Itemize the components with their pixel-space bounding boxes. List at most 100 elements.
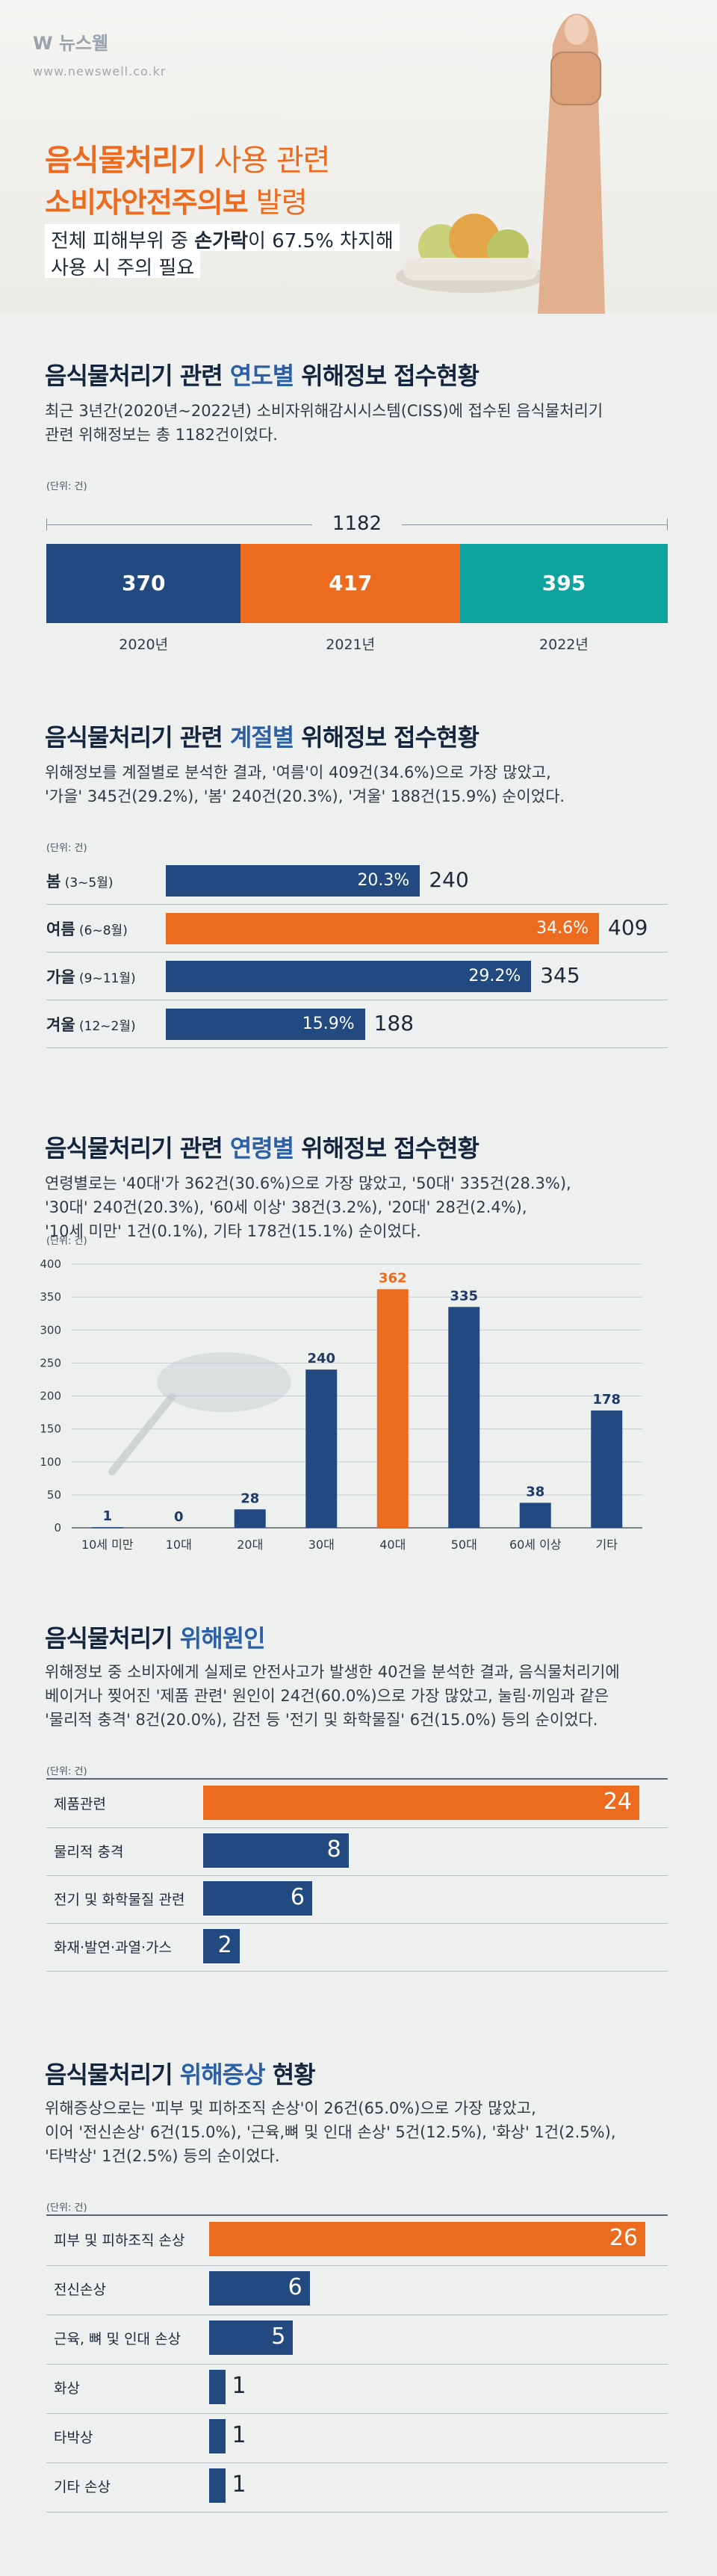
season-name: 여름 <box>46 920 75 938</box>
season-bar-value: 240 <box>429 867 469 892</box>
age-unit: (단위: 건) <box>46 1236 87 1247</box>
symptom-bar-value: 6 <box>288 2274 302 2300</box>
symptom-bar-value: 1 <box>232 2471 246 2498</box>
age-category-label: 60세 이상 <box>509 1538 562 1552</box>
cause-bar-value: 8 <box>326 1836 341 1863</box>
symptom-chart: 피부 및 피하조직 손상 26 전신손상 6 근육, 뼈 및 인대 손상 5 화상 1 타박상 1… <box>0 2214 717 2528</box>
age-bar-value: 28 <box>240 1490 259 1506</box>
cause-bar-value: 6 <box>290 1884 305 1910</box>
yearly-year-label: 2021년 <box>326 637 376 653</box>
symptom-row-label: 기타 손상 <box>54 2479 111 2495</box>
total-label: 1182 <box>312 513 402 535</box>
season-row-label: 봄 (3~5월) <box>46 870 114 892</box>
age-bar <box>376 1289 409 1528</box>
season-name: 가을 <box>46 968 75 986</box>
symptom-description: 위해증상으로는 '피부 및 피하조직 손상'이 26건(65.0%)으로 가장 … <box>45 2099 616 2165</box>
season-description: 위해정보를 계절별로 분석한 결과, '여름'이 409건(34.6%)으로 가… <box>45 764 565 805</box>
yearly-bar-value: 370 <box>121 571 166 595</box>
cause-row-divider <box>46 1827 668 1828</box>
subtitle-line1: 전체 피해부위 중 손가락이 67.5% 차지해 <box>45 224 400 253</box>
page-title-line2: 소비자안전주의보 발령 <box>45 186 308 219</box>
y-tick-label: 50 <box>47 1488 61 1502</box>
symptom-bar <box>209 2320 294 2355</box>
yearly-year-label: 2020년 <box>119 637 169 653</box>
cause-row-label: 제품관련 <box>54 1796 106 1812</box>
fruit-bowl-illustration <box>396 214 545 293</box>
age-category-label: 20대 <box>237 1538 263 1552</box>
y-tick-label: 100 <box>40 1455 61 1469</box>
season-name: 봄 <box>46 873 61 891</box>
cause-bar-value: 2 <box>217 1932 232 1958</box>
yearly-description: 최근 3년간(2020년~2022년) 소비자위해감시시스템(CISS)에 접수… <box>45 402 603 444</box>
season-bar-value: 409 <box>608 915 648 940</box>
y-tick-label: 250 <box>40 1356 61 1369</box>
age-bar <box>91 1527 123 1529</box>
y-tick-label: 300 <box>40 1323 61 1337</box>
cause-row-divider <box>46 1923 668 1924</box>
pan-illustration <box>157 1352 291 1412</box>
season-row-divider <box>46 1047 668 1048</box>
yearly-bar-segment <box>459 544 668 623</box>
season-months: (9~11월) <box>75 971 136 986</box>
symptom-top-line <box>46 2214 668 2216</box>
age-bar <box>305 1369 338 1528</box>
cause-row-divider <box>46 1971 668 1972</box>
age-bar-value: 362 <box>379 1271 407 1287</box>
symptom-row-label: 타박상 <box>54 2430 93 2446</box>
yearly-bar-segment <box>46 544 241 623</box>
season-bar <box>166 865 420 897</box>
pan-handle <box>108 1393 176 1476</box>
symptom-bar <box>209 2468 226 2503</box>
symptom-bar <box>209 2271 310 2306</box>
cause-row-label: 전기 및 화학물질 관련 <box>54 1892 185 1908</box>
age-chart: 0 50 100 150 200 250 300 350 400 1 10세 미만 0 10대 28 20대… <box>40 1257 642 1552</box>
age-category-label: 10세 미만 <box>81 1538 134 1552</box>
y-tick-label: 350 <box>40 1290 61 1304</box>
age-bar <box>519 1502 551 1528</box>
cause-bar <box>203 1833 349 1868</box>
cause-chart: 제품관련 24 물리적 충격 8 전기 및 화학물질 관련 6 화재·발연·과열·가스 2 <box>0 1778 717 2002</box>
logo-url: www.newswell.co.kr <box>33 64 167 78</box>
yearly-chart: 1182 370 2020년 417 2021년 395 2022년 <box>0 493 717 665</box>
season-months: (12~2월) <box>75 1019 136 1034</box>
symptom-row-divider <box>46 2265 668 2266</box>
season-bar-percent: 15.9% <box>302 1015 355 1033</box>
bandaged-finger-illustration <box>538 13 605 314</box>
y-tick-label: 0 <box>54 1521 61 1535</box>
symptom-section-title: 음식물처리기 위해증상 현황 <box>45 2061 316 2089</box>
cause-bar <box>203 1881 312 1916</box>
season-months: (3~5월) <box>60 876 114 891</box>
symptom-bar-value: 1 <box>232 2373 246 2399</box>
yearly-year-label: 2022년 <box>539 637 589 653</box>
yearly-bar-segment <box>240 544 460 623</box>
age-category-label: 50대 <box>451 1538 477 1552</box>
cause-top-line <box>46 1778 668 1780</box>
subtitle-line2: 사용 시 주의 필요 <box>45 251 201 279</box>
symptom-bar <box>209 2419 226 2453</box>
age-description: 연령별로는 '40대'가 362건(30.6%)으로 가장 많았고, '50대'… <box>45 1174 571 1240</box>
symptom-row-divider <box>46 2462 668 2463</box>
symptom-bar-value: 1 <box>232 2422 246 2448</box>
logo: W 뉴스웰 <box>33 33 109 54</box>
season-row-label: 가을 (9~11월) <box>46 965 136 988</box>
cause-row-label: 물리적 충격 <box>54 1844 124 1860</box>
age-bar <box>448 1307 480 1528</box>
age-bar-value: 335 <box>450 1288 478 1304</box>
page-title-line1: 음식물처리기 사용 관련 <box>45 143 330 178</box>
y-tick-label: 150 <box>40 1422 61 1436</box>
age-category-label: 10대 <box>166 1538 192 1552</box>
symptom-bar <box>209 2222 645 2256</box>
symptom-bar-value: 26 <box>609 2225 638 2251</box>
season-bar <box>166 1009 365 1040</box>
age-bar-value: 240 <box>307 1351 335 1366</box>
yearly-bar-value: 417 <box>328 571 373 595</box>
yearly-section-title: 음식물처리기 관련 연도별 위해정보 접수현황 <box>45 362 479 390</box>
cause-bar <box>203 1786 639 1820</box>
season-bar <box>166 913 599 944</box>
cause-unit: (단위: 건) <box>46 1766 87 1777</box>
age-bar-value: 1 <box>102 1508 112 1524</box>
season-row-label: 여름 (6~8월) <box>46 917 128 940</box>
season-unit: (단위: 건) <box>46 843 87 854</box>
symptom-row-label: 전신손상 <box>54 2282 106 2298</box>
age-section-title: 음식물처리기 관련 연령별 위해정보 접수현황 <box>45 1134 479 1162</box>
